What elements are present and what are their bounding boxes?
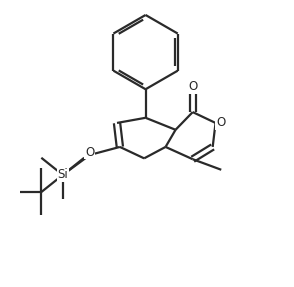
Text: O: O <box>216 117 225 129</box>
Text: Si: Si <box>57 168 68 181</box>
Text: O: O <box>85 146 94 159</box>
Text: O: O <box>188 80 197 93</box>
